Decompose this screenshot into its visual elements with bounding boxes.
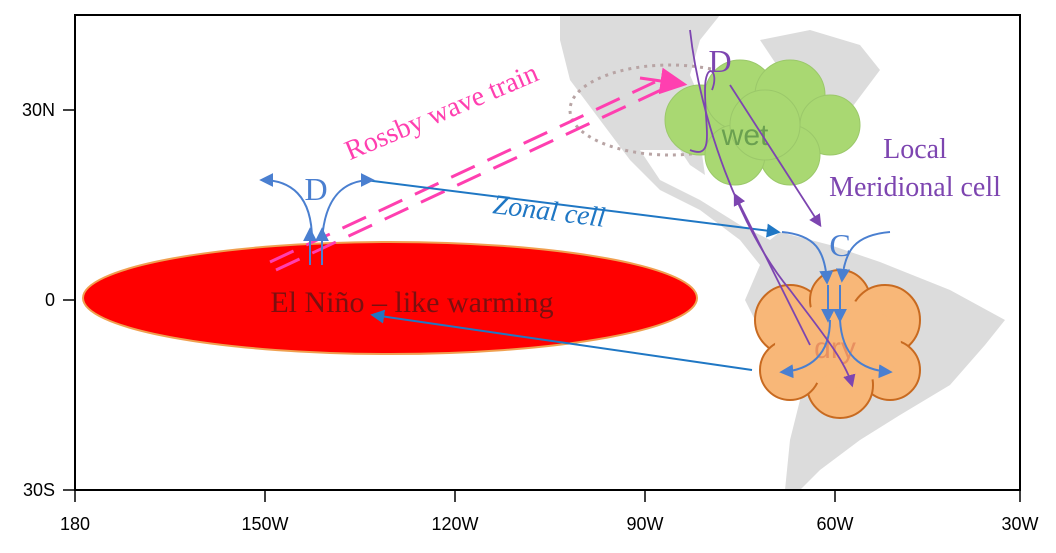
ticks xyxy=(63,109,1021,502)
wet-cloud xyxy=(664,59,861,186)
dry-label: dry xyxy=(814,332,856,365)
meridional-cell xyxy=(689,29,856,388)
frame xyxy=(74,14,1021,491)
west-d-label: D xyxy=(304,171,327,207)
warming-ellipse xyxy=(82,241,698,355)
rossby-wave xyxy=(269,80,662,272)
y-tick-label: 30S xyxy=(23,480,55,500)
x-tick-label: 180 xyxy=(60,514,90,534)
east-downdraft xyxy=(779,231,893,379)
east-d-label: D xyxy=(708,43,731,79)
rossby-label: Rossby wave train xyxy=(340,57,543,166)
x-tick-label: 30W xyxy=(1001,514,1038,534)
y-tick-label: 30N xyxy=(22,100,55,120)
warming-label: El Niño – like warming xyxy=(270,286,553,319)
west-updraft xyxy=(259,173,375,265)
x-tick-label: 150W xyxy=(241,514,288,534)
local-label: Local xyxy=(883,134,947,165)
zonal-cell xyxy=(364,179,781,371)
x-tick-label: 90W xyxy=(626,514,663,534)
meridional-label: Meridional cell xyxy=(829,172,1001,203)
zonal-label: Zonal cell xyxy=(491,189,607,234)
wet-label: wet xyxy=(721,119,769,152)
c-label: C xyxy=(829,227,850,263)
rossby-arrow xyxy=(639,67,688,95)
x-tick-label: 120W xyxy=(431,514,478,534)
y-tick-label: 0 xyxy=(45,290,55,310)
x-tick-label: 60W xyxy=(816,514,853,534)
